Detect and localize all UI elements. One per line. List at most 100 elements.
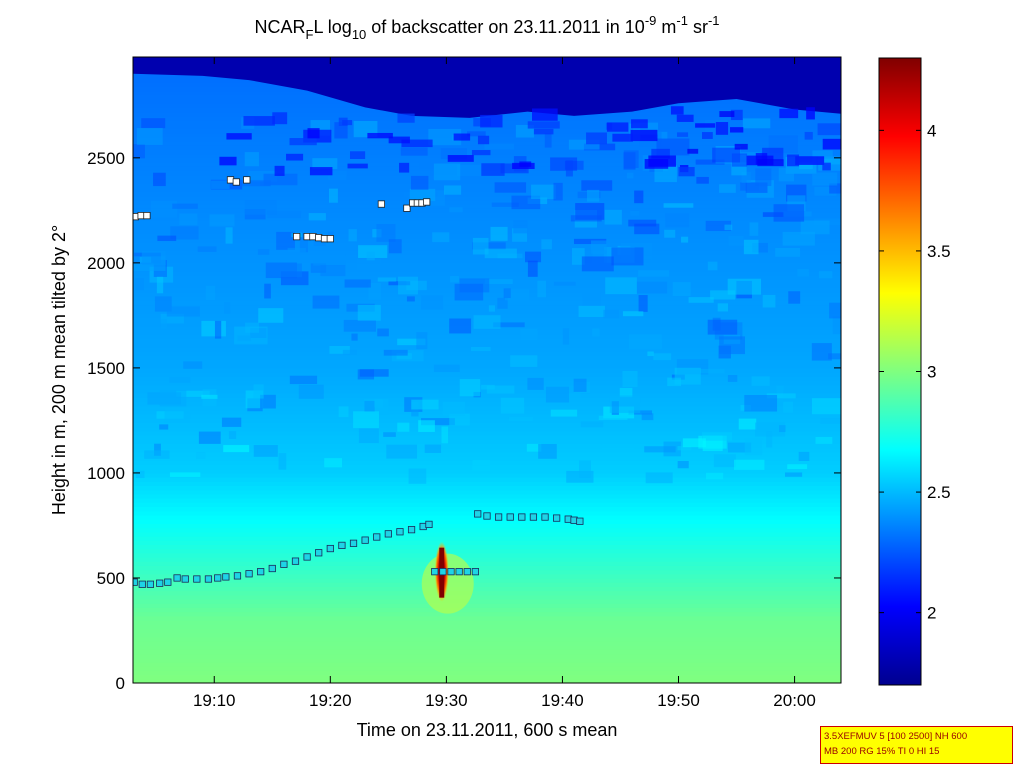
field-band [133,393,841,398]
field-texture-cell [228,431,237,440]
boundary-layer-marker [373,533,381,541]
field-texture-cell [696,176,709,184]
field-texture-cell [497,297,508,309]
field-texture-cell [687,148,699,154]
field-texture-cell [449,318,472,334]
field-texture-cell [471,150,491,156]
boundary-layer-marker [146,580,155,588]
field-texture-cell [520,328,538,341]
boundary-layer-marker [407,526,416,534]
field-texture-cell [562,328,570,345]
field-texture-cell [263,173,298,186]
field-texture-cell [459,379,481,397]
field-texture-cell [630,129,658,142]
field-texture-cell [211,180,230,189]
field-texture-cell [491,202,519,207]
field-texture-cell [136,127,163,145]
field-band [133,443,841,449]
field-texture-cell [481,163,505,176]
field-texture-cell [628,219,657,227]
field-band [133,304,841,310]
field-texture-cell [644,159,669,169]
field-band [133,544,841,550]
field-texture-cell [353,411,379,429]
field-texture-cell [472,242,506,250]
field-band [133,645,841,650]
colorbar-tick-label: 3 [927,363,936,382]
boundary-layer-marker [396,528,404,536]
field-band [133,502,841,508]
field-texture-cell [223,445,250,453]
field-texture-cell [647,351,654,357]
settings-line-2: MB 200 RG 15% TI 0 HI 15 [824,746,940,757]
field-texture-cell [581,180,613,191]
field-texture-cell [609,395,641,413]
field-band [133,372,841,377]
field-band [133,565,841,571]
field-texture-cell [481,384,495,390]
field-texture-cell [544,133,552,148]
chart-title: NCARFL log10 of backscatter on 23.11.201… [254,13,719,42]
field-texture-cell [312,158,338,170]
field-texture-cell [541,239,552,250]
field-band [133,187,841,193]
field-texture-cell [743,239,759,255]
field-texture-cell [209,214,235,227]
field-texture-cell [788,291,801,304]
field-texture-cell [822,138,841,150]
field-texture-cell [798,451,810,461]
field-texture-cell [727,278,762,295]
field-texture-cell [533,128,554,135]
field-band [133,426,841,432]
x-tick-label: 19:50 [657,691,700,710]
field-texture-cell [159,390,187,407]
field-texture-cell [347,163,368,169]
boundary-layer-marker [541,513,549,521]
field-band [133,229,841,235]
field-texture-cell [741,171,751,183]
field-texture-cell [570,215,602,222]
field-band [133,132,841,138]
field-texture-cell [428,128,462,146]
field-texture-cell [503,288,511,299]
field-texture-cell [329,188,338,203]
field-texture-cell [141,250,166,266]
field-texture-cell [752,242,768,253]
field-texture-cell [677,446,692,451]
field-texture-cell [641,413,654,421]
field-texture-cell [654,165,677,183]
field-texture-cell [550,157,578,171]
boundary-layer-marker [529,513,538,521]
field-texture-cell [742,118,771,129]
colorbar: 2 2.5 3 3.5 4 [878,57,951,686]
field-texture-cell [153,172,166,187]
field-texture-cell [717,303,729,312]
field-band [133,380,841,386]
field-texture-cell [135,470,145,479]
field-texture-cell [633,122,659,135]
field-texture-cell [840,118,841,131]
field-band [133,489,841,495]
field-band [133,556,841,562]
field-texture-cell [343,319,376,332]
field-texture-cell [695,159,725,165]
boundary-layer-marker [257,568,265,576]
field-band [133,624,841,629]
field-texture-cell [667,377,681,387]
field-texture-cell [328,170,347,181]
field-texture-cell [313,253,346,266]
field-texture-cell [205,285,216,300]
field-texture-cell [500,397,525,414]
field-texture-cell [707,261,718,271]
cloud-layer-marker [143,212,151,220]
field-texture-cell [338,406,349,418]
field-band [133,603,841,608]
field-texture-cell [441,426,449,444]
y-tick-label: 1500 [87,359,125,378]
field-texture-cell [571,248,585,265]
boundary-layer-marker [291,557,300,565]
field-band [133,661,841,667]
field-texture-cell [169,377,191,383]
field-texture-cell [604,209,622,225]
field-band [133,523,841,529]
